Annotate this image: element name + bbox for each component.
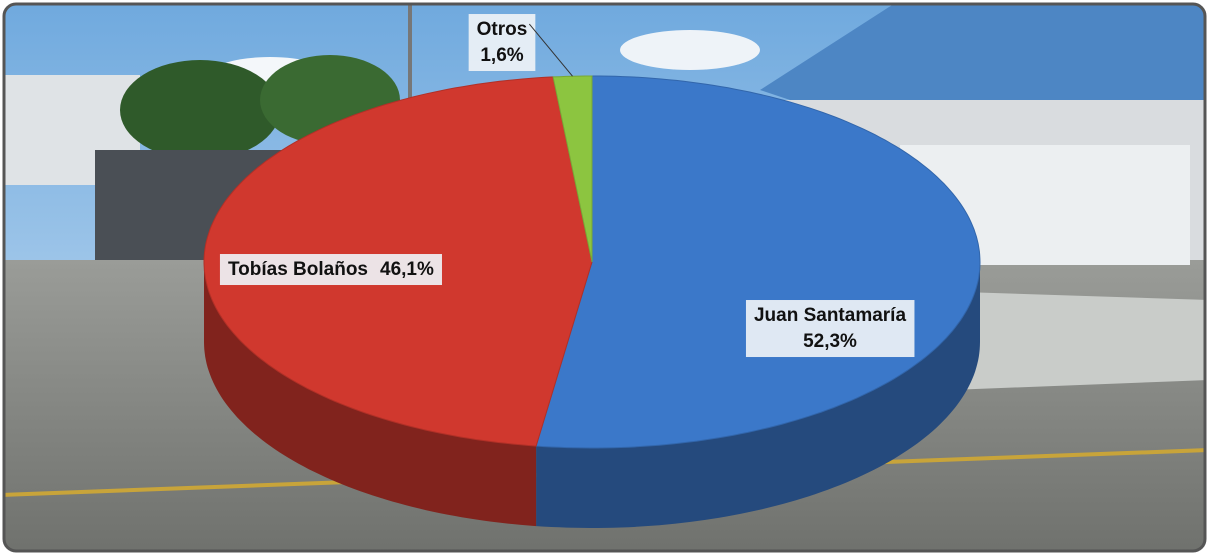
data-label: Juan Santamaría 52,3%: [745, 300, 915, 358]
category-label: Tobías Bolaños: [228, 259, 368, 280]
labels: Juan Santamaría 52,3% Tobías Bolaños 46,1% O…: [219, 14, 915, 358]
category-label: Juan Santamaría: [754, 305, 906, 326]
slice-side: [536, 262, 980, 528]
label-box: [745, 300, 915, 358]
value-label: 1,6%: [480, 45, 523, 66]
label-box: [219, 254, 442, 286]
leader-line: [528, 23, 573, 77]
label-box: [468, 14, 536, 72]
value-label: 52,3%: [803, 331, 857, 352]
value-label: 46,1%: [380, 259, 434, 280]
category-label: Otros: [477, 19, 528, 40]
slice-side: [204, 262, 537, 527]
data-label: Otros 1,6%: [468, 14, 573, 77]
data-label: Tobías Bolaños 46,1%: [219, 254, 442, 286]
